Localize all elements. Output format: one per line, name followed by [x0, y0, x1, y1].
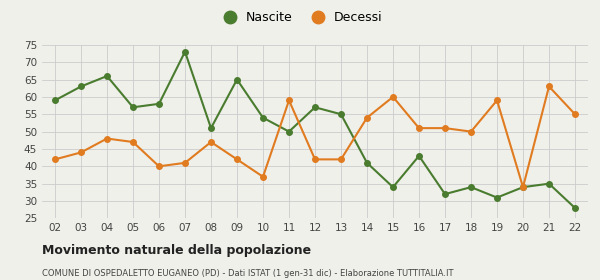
Nascite	[233, 78, 241, 81]
Nascite	[442, 192, 449, 196]
Decessi	[364, 116, 371, 119]
Decessi	[545, 85, 553, 88]
Decessi	[233, 158, 241, 161]
Nascite	[493, 196, 500, 199]
Nascite	[467, 185, 475, 189]
Decessi	[442, 127, 449, 130]
Text: Movimento naturale della popolazione: Movimento naturale della popolazione	[42, 244, 311, 256]
Decessi	[571, 113, 578, 116]
Decessi	[155, 165, 163, 168]
Nascite	[130, 106, 137, 109]
Decessi	[311, 158, 319, 161]
Decessi	[130, 140, 137, 144]
Nascite	[571, 206, 578, 210]
Nascite	[415, 154, 422, 158]
Text: COMUNE DI OSPEDALETTO EUGANEO (PD) - Dati ISTAT (1 gen-31 dic) - Elaborazione TU: COMUNE DI OSPEDALETTO EUGANEO (PD) - Dat…	[42, 269, 454, 278]
Nascite	[155, 102, 163, 106]
Nascite	[286, 130, 293, 133]
Nascite	[520, 185, 527, 189]
Decessi	[415, 127, 422, 130]
Decessi	[77, 151, 85, 154]
Nascite	[77, 85, 85, 88]
Decessi	[259, 175, 266, 178]
Nascite	[337, 113, 344, 116]
Decessi	[467, 130, 475, 133]
Decessi	[103, 137, 110, 140]
Nascite	[181, 50, 188, 53]
Decessi	[286, 99, 293, 102]
Nascite	[311, 106, 319, 109]
Decessi	[337, 158, 344, 161]
Decessi	[520, 185, 527, 189]
Nascite	[103, 74, 110, 78]
Line: Decessi: Decessi	[52, 84, 578, 190]
Decessi	[493, 99, 500, 102]
Legend: Nascite, Decessi: Nascite, Decessi	[212, 6, 388, 29]
Line: Nascite: Nascite	[52, 49, 578, 211]
Decessi	[181, 161, 188, 165]
Nascite	[259, 116, 266, 119]
Nascite	[364, 161, 371, 165]
Nascite	[52, 99, 59, 102]
Decessi	[389, 95, 397, 99]
Decessi	[208, 140, 215, 144]
Nascite	[389, 185, 397, 189]
Nascite	[545, 182, 553, 185]
Decessi	[52, 158, 59, 161]
Nascite	[208, 127, 215, 130]
